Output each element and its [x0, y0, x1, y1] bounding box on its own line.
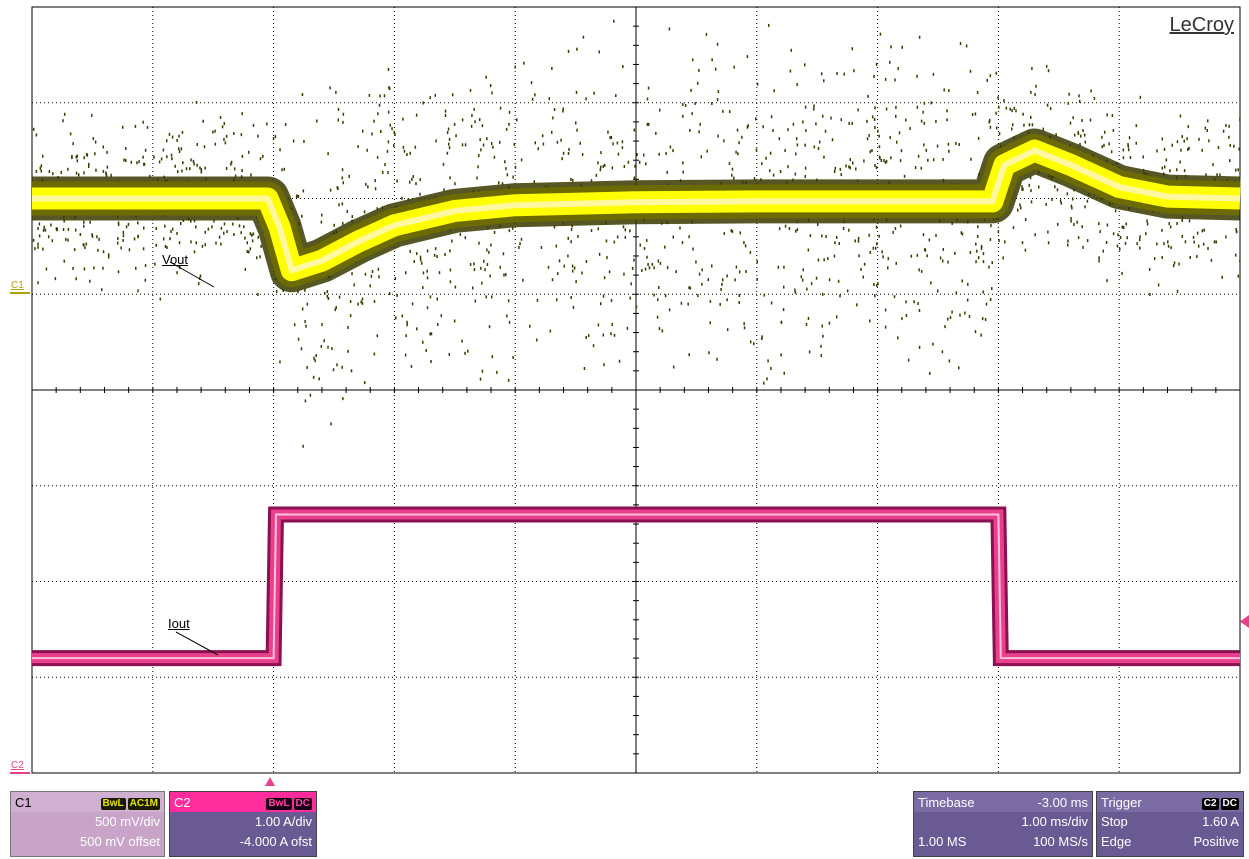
brand-logo: LeCroy: [1169, 14, 1234, 36]
channel1-scale: 500 mV/div: [94, 814, 160, 829]
timebase-memory: 1.00 MS: [918, 834, 967, 849]
trigger-level-marker[interactable]: [1240, 615, 1249, 628]
trigger-panel[interactable]: Trigger C2 DC Stop 1.60 A Edge Positive: [1096, 791, 1244, 857]
trigger-header[interactable]: Trigger C2 DC: [1097, 792, 1243, 812]
channel2-marker: C2: [11, 760, 24, 771]
timebase-per-div: 1.00 ms/div: [1021, 814, 1088, 829]
channel1-panel[interactable]: C1 BwL AC1M 500 mV/div 500 mV offset: [10, 791, 165, 857]
channel2-badge-bandwidth: BwL: [266, 798, 292, 810]
channel1-name: C1: [15, 794, 32, 810]
channel1-header[interactable]: C1 BwL AC1M: [11, 792, 164, 812]
trigger-position-marker[interactable]: [265, 777, 275, 786]
timebase-header[interactable]: Timebase -3.00 ms: [914, 792, 1092, 812]
timebase-label: Timebase: [918, 794, 975, 810]
channel2-scale: 1.00 A/div: [254, 814, 312, 829]
iout-trace-core: [32, 513, 1240, 660]
vout-label: Vout: [162, 252, 189, 267]
trigger-type: Edge: [1101, 834, 1132, 849]
channel2-header[interactable]: C2 BwL DC: [170, 792, 316, 812]
trigger-badge-coupling: DC: [1220, 798, 1239, 810]
trigger-level: 1.60 A: [1202, 814, 1239, 829]
iout-leader: [175, 631, 219, 656]
channel2-offset: -4.000 A ofst: [239, 834, 312, 849]
channel2-panel[interactable]: C2 BwL DC 1.00 A/div -4.000 A ofst: [169, 791, 317, 857]
channel1-marker: C1: [11, 280, 24, 291]
iout-label: Iout: [168, 616, 190, 631]
channel1-badge-coupling: AC1M: [127, 798, 160, 810]
channel2-name: C2: [174, 794, 191, 810]
trigger-mode: Stop: [1101, 814, 1128, 829]
vout-leader: [169, 261, 215, 288]
timebase-sample-rate: 100 MS/s: [1033, 834, 1088, 849]
timebase-delay: -3.00 ms: [1037, 794, 1088, 810]
trigger-label: Trigger: [1101, 794, 1142, 810]
channel2-badge-coupling: DC: [293, 798, 312, 810]
vout-trace-core: [32, 147, 1241, 274]
trigger-slope: Positive: [1193, 834, 1239, 849]
channel1-offset: 500 mV offset: [80, 834, 160, 849]
timebase-panel[interactable]: Timebase -3.00 ms 1.00 ms/div 1.00 MS 10…: [913, 791, 1093, 857]
trigger-badge-source: C2: [1201, 798, 1219, 810]
channel1-badge-bandwidth: BwL: [100, 798, 126, 810]
